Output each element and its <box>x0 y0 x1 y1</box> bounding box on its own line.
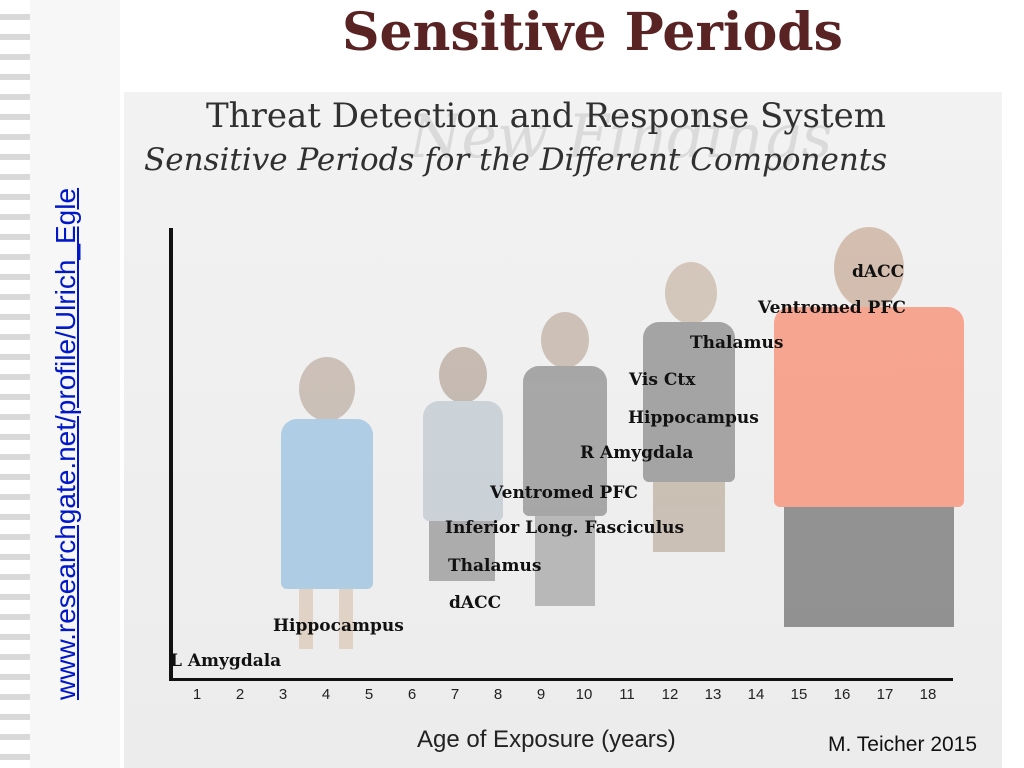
x-tick-label: 15 <box>790 686 808 703</box>
x-tick-label: 14 <box>747 686 765 703</box>
region-label-hippocampus-early: Hippocampus <box>273 616 404 636</box>
slide-title: Threat Detection and Response System <box>206 96 886 136</box>
x-tick-label: 3 <box>278 686 288 703</box>
source-url-link[interactable]: www.researchgate.net/profile/Ulrich_Egle <box>50 187 81 700</box>
region-label-hippocampus-late: Hippocampus <box>628 408 759 428</box>
x-tick-label: 8 <box>493 686 503 703</box>
x-axis-label: Age of Exposure (years) <box>417 726 676 753</box>
x-tick-label: 16 <box>833 686 851 703</box>
x-tick-label: 17 <box>876 686 894 703</box>
child-figure-3 <box>509 312 619 642</box>
region-label-inferior-long-fasciculus: Inferior Long. Fasciculus <box>445 518 685 538</box>
x-tick-label: 7 <box>450 686 460 703</box>
x-tick-label: 1 <box>192 686 202 703</box>
child-figure-2 <box>409 347 519 647</box>
child-figure-5 <box>764 227 974 697</box>
slide-subtitle: Sensitive Periods for the Different Comp… <box>144 142 888 178</box>
region-label-r-amygdala: R Amygdala <box>580 443 694 463</box>
x-axis-line <box>169 678 953 681</box>
watermark-text: New Findings <box>409 102 833 172</box>
slide-panel: New Findings Threat Detection and Respon… <box>124 92 1002 768</box>
region-label-thalamus-early: Thalamus <box>448 556 542 576</box>
region-label-vis-ctx: Vis Ctx <box>629 370 696 390</box>
x-tick-label: 13 <box>704 686 722 703</box>
region-label-thalamus-late: Thalamus <box>690 333 784 353</box>
x-tick-label: 5 <box>364 686 374 703</box>
region-label-l-amygdala: L Amygdala <box>170 651 282 671</box>
left-margin <box>30 0 120 768</box>
x-tick-label: 4 <box>321 686 331 703</box>
region-label-ventromed-pfc-early: Ventromed PFC <box>490 483 638 503</box>
author-credit: M. Teicher 2015 <box>828 733 978 756</box>
x-tick-label: 2 <box>235 686 245 703</box>
child-figure-1 <box>269 357 389 657</box>
child-figure-4 <box>629 262 749 642</box>
x-tick-label: 18 <box>919 686 937 703</box>
x-tick-label: 12 <box>661 686 679 703</box>
x-tick-label: 11 <box>619 686 635 703</box>
main-title: Sensitive Periods <box>342 2 843 63</box>
left-decorative-strip <box>0 0 30 768</box>
x-tick-label: 10 <box>575 686 593 703</box>
y-axis-line <box>169 228 173 680</box>
region-label-dacc-early: dACC <box>449 593 502 613</box>
x-tick-label: 9 <box>536 686 546 703</box>
region-label-ventromed-pfc-late: Ventromed PFC <box>758 298 906 318</box>
x-tick-label: 6 <box>407 686 417 703</box>
region-label-dacc-late: dACC <box>852 262 905 282</box>
